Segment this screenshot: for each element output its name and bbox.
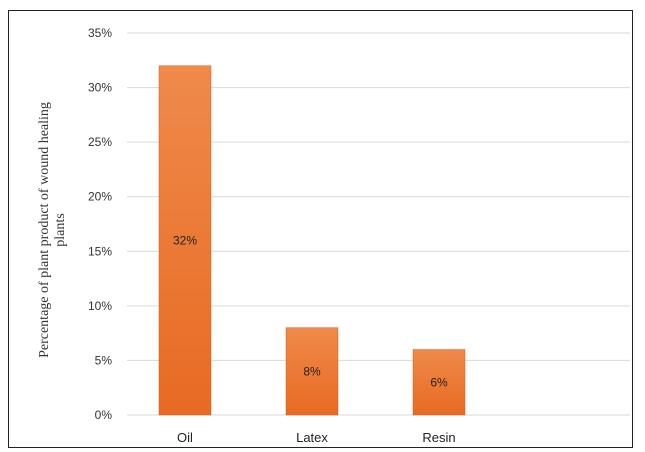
y-tick-label: 20% bbox=[88, 190, 112, 204]
bar-resin bbox=[412, 349, 466, 416]
bars bbox=[158, 65, 466, 416]
category-label-resin: Resin bbox=[422, 430, 455, 445]
y-tick-label: 25% bbox=[88, 135, 112, 149]
y-tick-label: 35% bbox=[88, 26, 112, 40]
y-axis-title-line2: plants bbox=[53, 213, 68, 246]
y-tick-label: 15% bbox=[88, 244, 112, 258]
data-label-latex: 8% bbox=[303, 364, 321, 378]
y-tick-label: 10% bbox=[88, 299, 112, 313]
x-axis-category-labels: Oil Latex Resin bbox=[177, 430, 456, 445]
bar-oil bbox=[158, 65, 212, 416]
y-tick-label: 5% bbox=[95, 353, 113, 367]
y-axis-title-line1: Percentage of plant product of wound hea… bbox=[37, 102, 52, 358]
y-axis-title: Percentage of plant product of wound hea… bbox=[37, 102, 68, 358]
data-label-resin: 6% bbox=[430, 375, 448, 389]
bar-latex bbox=[285, 327, 339, 416]
category-label-latex: Latex bbox=[296, 430, 328, 445]
category-label-oil: Oil bbox=[177, 430, 193, 445]
y-axis-tick-labels: 0% 5% 10% 15% 20% 25% 30% 35% bbox=[88, 26, 112, 422]
y-tick-label: 30% bbox=[88, 81, 112, 95]
data-label-oil: 32% bbox=[173, 233, 197, 247]
y-tick-label: 0% bbox=[95, 408, 113, 422]
data-labels: 32% 8% 6% bbox=[173, 233, 448, 389]
